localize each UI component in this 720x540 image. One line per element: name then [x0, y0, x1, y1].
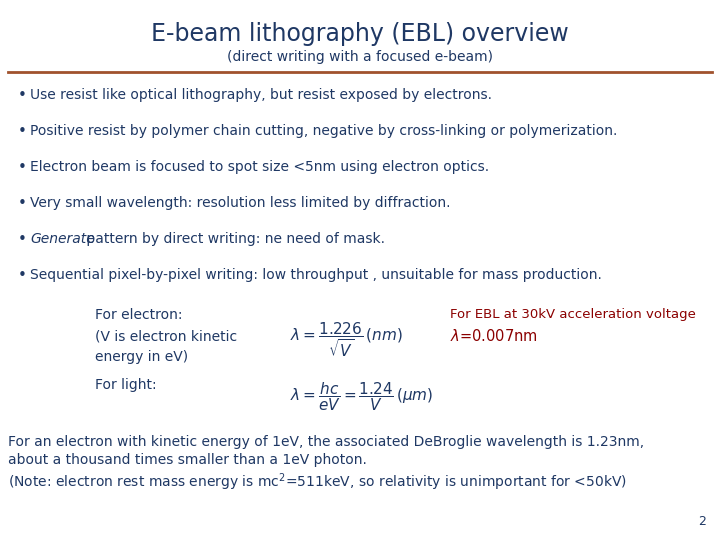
Text: (Note: electron rest mass energy is mc$^2$=511keV, so relativity is unimportant : (Note: electron rest mass energy is mc$^… — [8, 471, 627, 492]
Text: about a thousand times smaller than a 1eV photon.: about a thousand times smaller than a 1e… — [8, 453, 367, 467]
Text: •: • — [18, 196, 27, 211]
Text: energy in eV): energy in eV) — [95, 350, 188, 364]
Text: $\lambda = \dfrac{1.226}{\sqrt{V}}\,(nm)$: $\lambda = \dfrac{1.226}{\sqrt{V}}\,(nm)… — [290, 320, 402, 359]
Text: For light:: For light: — [95, 378, 157, 392]
Text: For an electron with kinetic energy of 1eV, the associated DeBroglie wavelength : For an electron with kinetic energy of 1… — [8, 435, 644, 449]
Text: For EBL at 30kV acceleration voltage: For EBL at 30kV acceleration voltage — [450, 308, 696, 321]
Text: Sequential pixel-by-pixel writing: low throughput , unsuitable for mass producti: Sequential pixel-by-pixel writing: low t… — [30, 268, 602, 282]
Text: Electron beam is focused to spot size <5nm using electron optics.: Electron beam is focused to spot size <5… — [30, 160, 489, 174]
Text: 2: 2 — [698, 515, 706, 528]
Text: $\lambda$=0.007nm: $\lambda$=0.007nm — [450, 328, 538, 344]
Text: Generate: Generate — [30, 232, 95, 246]
Text: •: • — [18, 124, 27, 139]
Text: •: • — [18, 268, 27, 283]
Text: (direct writing with a focused e-beam): (direct writing with a focused e-beam) — [227, 50, 493, 64]
Text: E-beam lithography (EBL) overview: E-beam lithography (EBL) overview — [151, 22, 569, 46]
Text: For electron:: For electron: — [95, 308, 182, 322]
Text: •: • — [18, 88, 27, 103]
Text: Very small wavelength: resolution less limited by diffraction.: Very small wavelength: resolution less l… — [30, 196, 451, 210]
Text: Use resist like optical lithography, but resist exposed by electrons.: Use resist like optical lithography, but… — [30, 88, 492, 102]
Text: (V is electron kinetic: (V is electron kinetic — [95, 330, 237, 344]
Text: Positive resist by polymer chain cutting, negative by cross-linking or polymeriz: Positive resist by polymer chain cutting… — [30, 124, 617, 138]
Text: •: • — [18, 232, 27, 247]
Text: •: • — [18, 160, 27, 175]
Text: $\lambda = \dfrac{hc}{eV} = \dfrac{1.24}{V}\,(\mu m)$: $\lambda = \dfrac{hc}{eV} = \dfrac{1.24}… — [290, 380, 433, 413]
Text: pattern by direct writing: ne need of mask.: pattern by direct writing: ne need of ma… — [82, 232, 385, 246]
